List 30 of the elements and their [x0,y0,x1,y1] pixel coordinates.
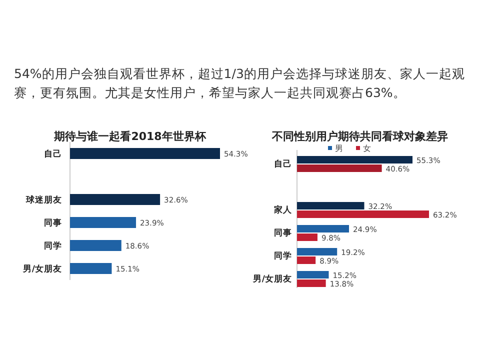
y-tick-label: 自己 [44,148,62,160]
y-tick-label: 家人 [273,204,293,216]
bar [297,280,326,287]
y-tick-label: 同学 [274,250,292,262]
bar [297,271,329,278]
bar [70,148,220,159]
bar [70,240,122,251]
bar [297,234,318,241]
y-tick-label: 男/女朋友 [252,274,292,284]
bar [70,263,112,274]
bar [297,202,364,210]
legend-label: 女 [363,144,371,153]
chart-title: 期待与谁一起看2018年世界杯 [53,130,207,143]
y-tick-label: 自己 [274,158,292,170]
bar [297,225,350,232]
y-tick-label: 同事 [274,228,292,238]
y-tick-label: 同学 [44,240,62,252]
y-tick-label: 同事 [44,218,62,228]
chart-title: 不同性别用户期待共同看球对象差异 [271,130,448,143]
y-tick-label: 球迷朋友 [25,194,62,206]
bar [70,194,160,205]
bar [297,156,412,164]
bar [297,210,429,218]
legend-label: 男 [335,144,343,153]
bar [70,217,136,228]
bar [297,256,316,264]
bar [297,164,382,172]
y-tick-label: 男/女朋友 [22,264,62,274]
text: 54%的用户会独自观看世界杯，超过1/3的用户会选择与球迷朋友、家人一起观赛，更有氛围。尤其是女性用户，希望与家人一起共同观赛占63%。 [14,65,466,102]
bar [297,248,338,256]
